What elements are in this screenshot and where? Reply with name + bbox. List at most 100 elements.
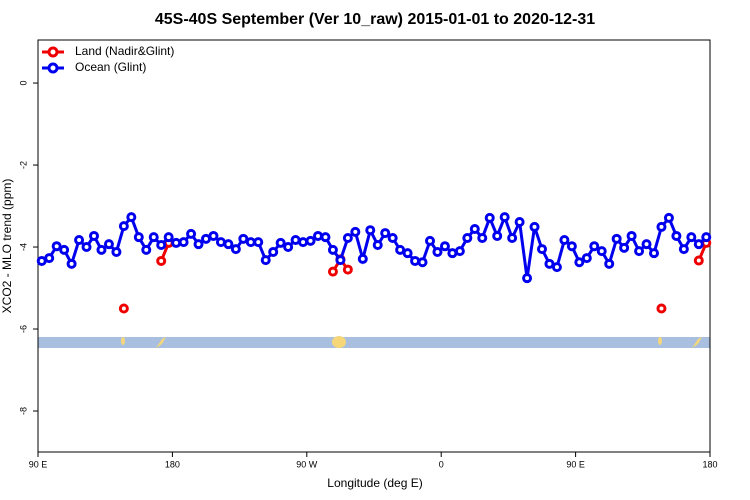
- point: [126, 212, 137, 223]
- x-tick-label: 90 W: [296, 459, 318, 469]
- point: [156, 255, 167, 266]
- point: [290, 235, 301, 246]
- ocean-strip: [38, 337, 710, 348]
- legend-marker: [47, 62, 59, 74]
- point: [514, 217, 525, 228]
- point: [649, 248, 659, 259]
- point: [626, 230, 637, 241]
- point: [619, 242, 630, 253]
- point: [507, 233, 518, 244]
- point: [201, 233, 211, 244]
- point: [656, 221, 667, 232]
- point: [477, 233, 488, 244]
- point: [387, 233, 398, 244]
- point: [678, 244, 689, 255]
- point: [574, 257, 585, 268]
- point: [193, 239, 204, 250]
- point: [320, 232, 331, 243]
- x-tick-label: 0: [439, 459, 444, 469]
- point: [499, 212, 510, 223]
- point: [357, 253, 368, 264]
- point: [283, 242, 294, 253]
- point: [327, 244, 338, 255]
- point: [596, 246, 607, 257]
- point: [223, 239, 234, 250]
- point: [395, 244, 406, 255]
- point: [59, 244, 70, 255]
- chart-title: 45S-40S September (Ver 10_raw) 2015-01-0…: [155, 11, 595, 28]
- point: [372, 239, 383, 250]
- point: [492, 230, 503, 241]
- land-blob: [692, 337, 702, 348]
- point: [238, 233, 249, 244]
- point: [327, 266, 338, 277]
- point: [701, 232, 712, 243]
- point: [566, 241, 577, 252]
- point: [380, 228, 391, 239]
- point: [148, 232, 159, 243]
- point: [641, 239, 652, 250]
- point: [335, 255, 346, 266]
- point: [529, 221, 540, 232]
- map-strip: [38, 336, 710, 348]
- point: [178, 237, 189, 248]
- point: [96, 244, 107, 255]
- point: [462, 233, 473, 244]
- point: [275, 237, 286, 248]
- point: [469, 223, 480, 234]
- point: [417, 257, 428, 268]
- point: [103, 239, 114, 250]
- point: [693, 239, 704, 250]
- point: [133, 232, 144, 243]
- point: [81, 242, 92, 253]
- point: [559, 235, 570, 246]
- x-tick-label: 180: [165, 459, 180, 469]
- land-blob: [658, 337, 662, 345]
- point: [581, 253, 592, 264]
- point: [484, 212, 495, 223]
- x-tick-label: 90 E: [566, 459, 585, 469]
- legend-label: Ocean (Glint): [75, 60, 146, 74]
- point: [432, 246, 443, 257]
- point: [342, 233, 353, 244]
- land-blob: [332, 336, 346, 348]
- point: [537, 244, 547, 255]
- point: [260, 255, 271, 266]
- point: [208, 230, 219, 241]
- legend-label: Land (Nadir&Glint): [75, 44, 174, 58]
- point: [604, 258, 615, 269]
- point: [342, 264, 353, 275]
- point: [253, 237, 264, 248]
- point: [634, 246, 645, 257]
- point: [118, 303, 129, 314]
- y-tick-label: -4: [18, 243, 28, 251]
- point: [350, 226, 361, 237]
- legend-marker: [47, 46, 59, 58]
- point: [186, 228, 197, 239]
- point: [230, 244, 241, 255]
- y-tick-label: -6: [18, 325, 28, 333]
- point: [51, 241, 62, 252]
- point: [551, 262, 562, 273]
- point: [89, 230, 99, 241]
- point: [425, 235, 435, 246]
- point: [439, 241, 450, 252]
- point: [693, 255, 704, 266]
- point: [313, 230, 323, 241]
- y-tick-label: -8: [18, 407, 28, 415]
- point: [365, 225, 376, 236]
- point: [74, 235, 85, 246]
- point: [656, 303, 667, 314]
- point: [268, 246, 279, 257]
- point: [305, 235, 316, 246]
- point: [156, 239, 167, 250]
- y-axis-label: XCO2 - MLO trend (ppm): [0, 179, 14, 314]
- point: [66, 258, 77, 269]
- x-axis-label: Longitude (deg E): [327, 476, 422, 490]
- point: [245, 237, 256, 248]
- y-tick-label: -2: [18, 161, 28, 169]
- point: [410, 255, 421, 266]
- land-blob: [121, 337, 125, 345]
